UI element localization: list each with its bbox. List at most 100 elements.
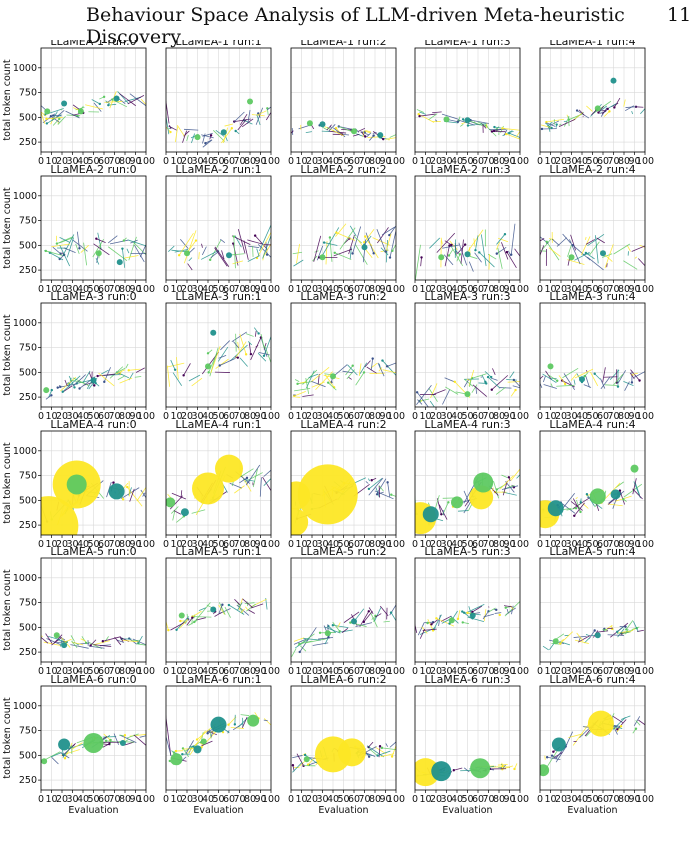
trajectory-segment [263,718,271,726]
x-tick-label: 100 [636,156,654,167]
trajectory-segment [470,119,489,124]
data-point [371,357,374,360]
x-tick-label: 30 [191,284,203,295]
trajectory-segment [382,369,396,374]
x-tick-label: 100 [387,666,405,677]
x-tick-label: 80 [618,666,630,677]
data-point [66,474,87,495]
data-point [447,501,450,504]
trajectory-segment [230,727,245,729]
plot-area [41,732,146,765]
x-tick-label: 20 [56,284,68,295]
trajectory-segment [567,259,585,265]
trajectory-segment [239,333,247,355]
y-axis-label: total token count [2,187,13,268]
data-point [59,252,62,255]
trajectory-segment [368,478,383,490]
trajectory-segment [364,360,371,368]
trajectory-segment [256,248,260,257]
plot-area [415,223,520,280]
trajectory-segment [292,251,303,255]
trajectory-segment [293,638,307,645]
trajectory-segment [139,735,146,738]
data-point [552,750,555,753]
trajectory-segment [506,251,517,269]
x-tick-label: 80 [369,794,381,805]
x-tick-label: 90 [503,794,515,805]
data-point [610,489,621,500]
trajectory-segment [542,645,549,651]
trajectory-segment [101,369,109,375]
trajectory-segment [201,134,214,139]
data-point [96,374,99,378]
x-tick-label: 70 [108,156,120,167]
trajectory-segment [294,379,300,382]
x-tick-label: 20 [430,666,442,677]
data-point [210,606,217,613]
data-point [351,128,357,135]
data-point [334,126,338,130]
x-tick-label: 90 [503,156,515,167]
x-tick-label: 20 [555,539,567,550]
x-tick-label: 90 [379,284,391,295]
trajectory-segment [599,105,608,112]
trajectory-segment [220,340,231,351]
trajectory-segment [247,609,255,614]
trajectory-segment [585,236,587,240]
trajectory-segment [378,367,383,372]
data-point [575,109,579,112]
x-tick-label: 10 [170,539,182,550]
trajectory-segment [215,130,225,137]
subplot-title: LLaMEA-6 run:0 [50,673,136,686]
plot-area [166,98,271,148]
trajectory-segment [467,123,487,126]
trajectory-segment [499,387,512,389]
trajectory-segment [578,109,585,116]
trajectory-segment [171,492,187,500]
trajectory-segment [472,384,487,397]
data-point [172,751,176,754]
trajectory-segment [587,256,604,271]
trajectory-segment [496,233,506,245]
data-point [227,603,231,607]
trajectory-segment [104,100,123,103]
trajectory-segment [235,341,247,359]
trajectory-segment [575,497,578,499]
trajectory-segment [305,131,312,134]
x-tick-label: 30 [316,411,328,422]
x-tick-label: 80 [244,156,256,167]
trajectory-segment [541,238,552,251]
trajectory-segment [71,640,78,648]
trajectory-segment [353,235,362,244]
data-point [122,239,126,242]
y-tick-label: 500 [19,495,37,506]
trajectory-segment [228,604,245,615]
trajectory-segment [232,260,244,265]
data-point [551,737,566,752]
trajectory-segment [624,381,630,391]
trajectory-segment [440,615,452,622]
trajectory-segment [510,223,516,255]
trajectory-segment [237,228,246,254]
x-tick-label: 0 [537,284,543,295]
x-tick-label: 40 [202,666,214,677]
trajectory-segment [385,137,396,140]
trajectory-segment [428,113,438,121]
x-tick-label: 80 [369,666,381,677]
x-tick-label: 60 [348,539,360,550]
trajectory-segment [370,358,374,371]
trajectory-segment [178,618,189,629]
data-point [327,636,330,639]
x-tick-label: 100 [511,156,529,167]
trajectory-segment [208,352,218,373]
x-tick-label: 90 [254,539,266,550]
trajectory-segment [51,752,62,758]
x-tick-label: 60 [348,794,360,805]
x-tick-label: 0 [537,156,543,167]
x-tick-label: 30 [440,411,452,422]
x-tick-label: 10 [170,156,182,167]
data-point [540,127,544,131]
trajectory-segment [248,343,252,355]
data-point [438,254,445,261]
trajectory-segment [483,613,494,618]
